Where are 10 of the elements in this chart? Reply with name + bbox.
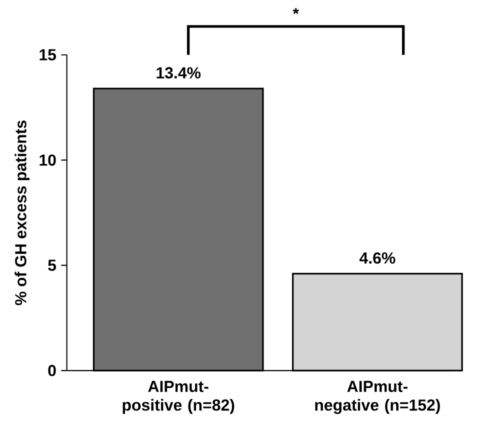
y-tick-label: 5 [48, 260, 56, 271]
data-label: 4.6% [359, 252, 396, 264]
data-label: 13.4% [156, 67, 201, 78]
y-tick-label: 0 [48, 364, 56, 376]
y-axis-title: % of GH excess patients [14, 120, 30, 306]
text: * [292, 8, 299, 14]
x-tick-label: AIPmut-negative (n=152) [315, 380, 440, 414]
y-tick-label: 10 [40, 154, 56, 166]
y-tick-label: 15 [40, 49, 56, 60]
x-tick-label: AIPmut-positive (n=82) [122, 380, 234, 414]
